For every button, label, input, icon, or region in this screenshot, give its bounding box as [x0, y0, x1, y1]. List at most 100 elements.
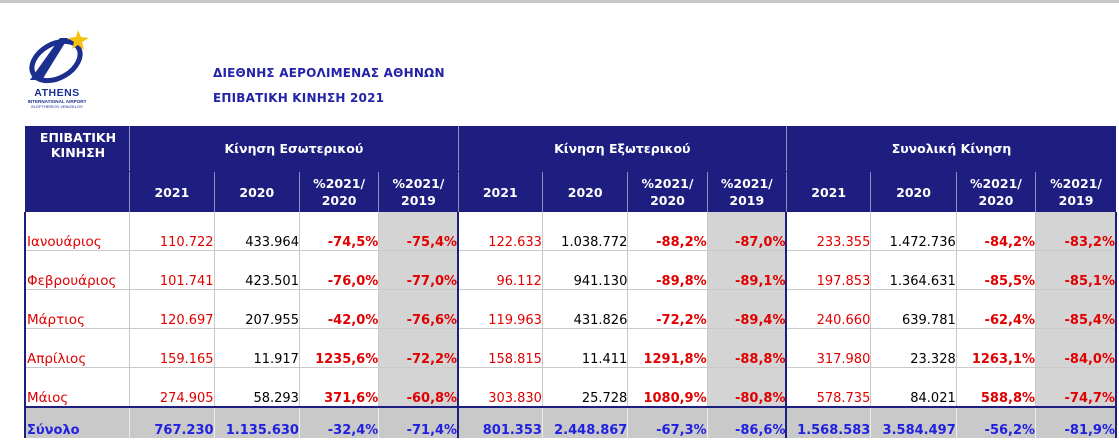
column-header: %2021/2019	[1035, 171, 1116, 212]
column-header-line1: 2021	[154, 184, 190, 200]
table-cell: 197.853	[785, 250, 871, 290]
table-cell: 96.112	[457, 250, 543, 290]
table-cell: -89,4%	[706, 289, 787, 329]
table-cell: 84.021	[870, 367, 957, 408]
column-header: 2021	[457, 171, 543, 212]
table-cell: 1080,9%	[627, 367, 708, 408]
table-cell: -75,4%	[378, 212, 459, 251]
athens-airport-logo: ATHENS INTERNATIONAL AIRPORT ELEFTHERIOS…	[22, 28, 92, 113]
table-cell: 58.293	[213, 367, 300, 408]
table-cell: -89,8%	[627, 250, 708, 290]
column-header: %2021/2020	[627, 171, 708, 212]
column-header-line2: 2020	[321, 193, 357, 208]
column-header: %2021/2019	[706, 171, 787, 212]
group-header-total: Συνολική Κίνηση	[785, 126, 1116, 172]
total-cell: -32,4%	[298, 406, 379, 438]
total-cell: -67,3%	[627, 406, 708, 438]
column-header: %2021/2020	[298, 171, 379, 212]
column-header-line1: 2020	[239, 184, 275, 200]
table-cell: 431.826	[541, 289, 628, 329]
table-row: Μάρτιος 120.697 207.955 -42,0% -76,6% 119.963…	[24, 289, 1118, 329]
column-header-line1: 2021	[482, 184, 518, 200]
column-header-line1: %2021/	[392, 176, 445, 191]
table-cell: 371,6%	[298, 367, 379, 408]
table-cell: 23.328	[870, 328, 957, 368]
column-header-line2: 2019	[401, 193, 436, 208]
table-cell: -72,2%	[627, 289, 708, 329]
column-header: 2020	[541, 171, 628, 212]
column-header: 2020	[870, 171, 957, 212]
table-cell: 1291,8%	[627, 328, 708, 368]
table-cell: 122.633	[457, 212, 543, 251]
table-cell: -76,0%	[298, 250, 379, 290]
table-cell: 233.355	[785, 212, 871, 251]
top-divider	[0, 0, 1119, 3]
table-cell: -87,0%	[706, 212, 787, 251]
column-header-line1: %2021/	[1050, 176, 1102, 191]
table-cell: 1.364.631	[870, 250, 957, 290]
table-row: Απρίλιος 159.165 11.917 1235,6% -72,2% 158.81…	[24, 328, 1118, 368]
table-cell: -85,4%	[1035, 289, 1118, 329]
column-header-line2: 2020	[978, 193, 1014, 208]
column-header-line2: 2020	[650, 193, 685, 208]
table-cell: 588,8%	[955, 367, 1036, 408]
airport-emblem-icon	[29, 30, 89, 84]
table-cell: -85,5%	[955, 250, 1036, 290]
total-row: Σύνολο 767.230 1.135.630 -32,4% -71,4% 801.35…	[24, 406, 1118, 438]
column-header-line1: %2021/	[969, 176, 1022, 191]
logo-name: ATHENS	[34, 87, 80, 99]
table-cell: 1.038.772	[541, 212, 628, 251]
total-label: Σύνολο	[24, 406, 130, 438]
page-title: ΔΙΕΘΝΗΣ ΑΕΡΟΛΙΜΕΝΑΣ ΑΘΗΝΩΝ	[213, 66, 445, 80]
table-cell: -80,8%	[706, 367, 787, 408]
table-cell: -88,2%	[627, 212, 708, 251]
month-label: Φεβρουάριος	[24, 250, 130, 290]
total-cell: -71,4%	[378, 406, 459, 438]
column-header-line2: 2019	[729, 193, 765, 208]
table-cell: 303.830	[457, 367, 543, 408]
table-cell: -60,8%	[378, 367, 459, 408]
month-label: Μάρτιος	[24, 289, 130, 329]
total-cell: -81,9%	[1035, 406, 1118, 438]
month-label: Απρίλιος	[24, 328, 130, 368]
total-cell: 801.353	[457, 406, 543, 438]
table-cell: -89,1%	[706, 250, 787, 290]
table-cell: 25.728	[541, 367, 628, 408]
table-cell: -76,6%	[378, 289, 459, 329]
table-cell: 1263,1%	[955, 328, 1036, 368]
table-cell: 423.501	[213, 250, 300, 290]
table-cell: 11.917	[213, 328, 300, 368]
table-cell: -83,2%	[1035, 212, 1118, 251]
group-header-international: Κίνηση Εξωτερικού	[457, 126, 787, 172]
table-cell: -85,1%	[1035, 250, 1118, 290]
corner-label-line1: ΕΠΙΒΑΤΙΚΗ	[39, 130, 117, 145]
total-cell: -56,2%	[955, 406, 1036, 438]
page-subtitle: ΕΠΙΒΑΤΙΚΗ ΚΙΝΗΣΗ 2021	[213, 91, 385, 105]
table-row: Φεβρουάριος 101.741 423.501 -76,0% -77,0% 96.…	[24, 250, 1118, 290]
column-header-line1: 2020	[896, 184, 931, 200]
table-cell: -74,5%	[298, 212, 379, 251]
table-row: Μάιος 274.905 58.293 371,6% -60,8% 303.830 25.…	[24, 367, 1118, 408]
total-cell: 767.230	[129, 406, 215, 438]
table-cell: 120.697	[129, 289, 215, 329]
column-header-line1: %2021/	[720, 176, 773, 191]
total-cell: 1.568.583	[785, 406, 871, 438]
corner-header: ΕΠΙΒΑΤΙΚΗ ΚΙΝΗΣΗ	[25, 126, 130, 212]
table-cell: -84,2%	[955, 212, 1036, 251]
table-cell: -42,0%	[298, 289, 379, 329]
column-header: 2021	[785, 171, 871, 212]
month-label: Ιανουάριος	[24, 212, 130, 251]
corner-label-line2: ΚΙΝΗΣΗ	[50, 145, 106, 160]
column-header-line1: 2020	[567, 184, 603, 200]
table-cell: 317.980	[785, 328, 871, 368]
table-cell: 101.741	[129, 250, 215, 290]
header-row-groups: ΕΠΙΒΑΤΙΚΗ ΚΙΝΗΣΗ Κίνηση Εσωτερικού Κίνησ…	[25, 126, 1116, 212]
total-cell: 2.448.867	[541, 406, 628, 438]
table-cell: 119.963	[457, 289, 543, 329]
table-cell: 1235,6%	[298, 328, 379, 368]
table-cell: -74,7%	[1035, 367, 1118, 408]
table-cell: -62,4%	[955, 289, 1036, 329]
column-header: %2021/2020	[955, 171, 1036, 212]
logo-subtitle: INTERNATIONAL AIRPORT	[27, 99, 87, 104]
passenger-traffic-table: ΕΠΙΒΑΤΙΚΗ ΚΙΝΗΣΗ Κίνηση Εσωτερικού Κίνησ…	[24, 126, 1118, 438]
